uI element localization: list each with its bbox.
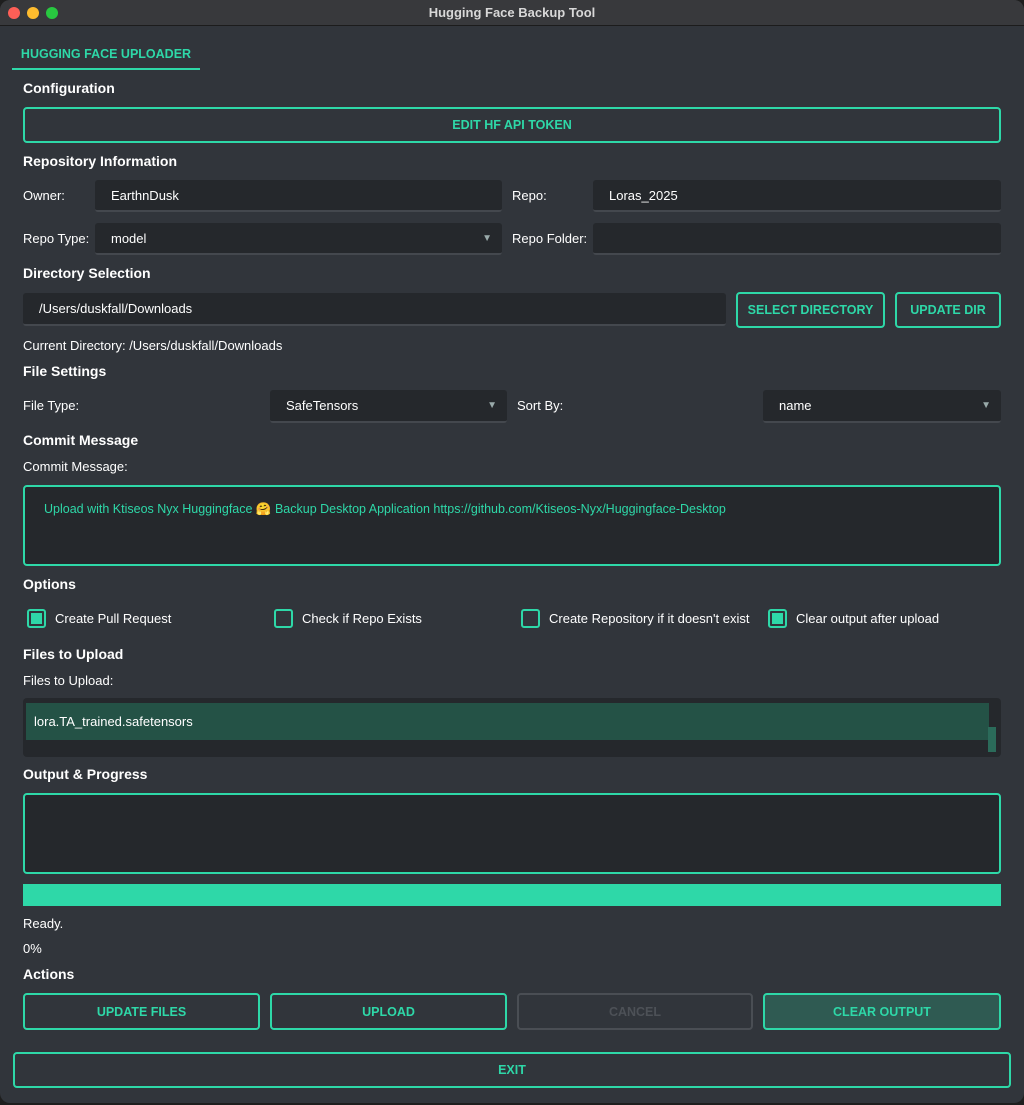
commit-message-textarea[interactable]: Upload with Ktiseos Nyx Huggingface 🤗 Ba… [23,485,1001,566]
sort-by-select[interactable]: name ▼ [763,390,1001,423]
list-item[interactable]: lora.TA_trained.safetensors [26,703,989,740]
checkbox-label: Create Repository if it doesn't exist [549,611,750,626]
actions-heading: Actions [23,966,75,982]
directory-input[interactable]: /Users/duskfall/Downloads [23,293,726,326]
check-repo-exists-checkbox[interactable]: Check if Repo Exists [274,609,422,628]
configuration-heading: Configuration [23,80,115,96]
upload-button[interactable]: UPLOAD [270,993,507,1030]
progress-percent: 0% [23,941,42,956]
checkbox-unchecked-icon [521,609,540,628]
progress-bar [23,884,1001,906]
owner-label: Owner: [23,188,65,203]
update-dir-button[interactable]: UPDATE DIR [895,292,1001,328]
sort-by-value: name [779,398,812,413]
output-heading: Output & Progress [23,766,148,782]
repo-folder-label: Repo Folder: [512,231,588,246]
repository-heading: Repository Information [23,153,178,169]
scrollbar[interactable] [988,727,996,752]
cancel-button[interactable]: CANCEL [517,993,753,1030]
chevron-down-icon: ▼ [482,232,492,244]
owner-input[interactable]: EarthnDusk [95,180,502,212]
directory-heading: Directory Selection [23,265,151,281]
clear-output-button[interactable]: CLEAR OUTPUT [763,993,1001,1030]
file-settings-heading: File Settings [23,363,107,379]
repo-type-select[interactable]: model ▼ [95,223,502,255]
repo-label: Repo: [512,188,547,203]
file-type-label: File Type: [23,398,80,413]
status-text: Ready. [23,916,64,931]
window-title: Hugging Face Backup Tool [428,5,596,20]
commit-heading: Commit Message [23,432,139,448]
checkbox-checked-icon [27,609,46,628]
commit-label: Commit Message: [23,459,128,474]
checkbox-label: Check if Repo Exists [302,611,422,626]
repo-input[interactable]: Loras_2025 [593,180,1001,212]
create-repository-checkbox[interactable]: Create Repository if it doesn't exist [521,609,749,628]
files-list[interactable]: lora.TA_trained.safetensors [23,698,1001,757]
repo-folder-input[interactable] [593,223,1001,255]
edit-token-button[interactable]: EDIT HF API TOKEN [23,107,1001,143]
create-pull-request-checkbox[interactable]: Create Pull Request [27,609,171,628]
chevron-down-icon: ▼ [487,400,497,411]
update-files-button[interactable]: UPDATE FILES [23,993,260,1030]
exit-button[interactable]: EXIT [13,1052,1011,1088]
checkbox-unchecked-icon [274,609,293,628]
sort-by-label: Sort By: [517,398,564,413]
title-bar: Hugging Face Backup Tool [0,0,1024,26]
repo-type-label: Repo Type: [23,231,90,246]
repo-type-value: model [111,230,147,246]
output-textarea[interactable] [23,793,1001,874]
options-heading: Options [23,576,76,592]
chevron-down-icon: ▼ [981,400,991,411]
files-label: Files to Upload: [23,673,114,688]
tab-uploader[interactable]: HUGGING FACE UPLOADER [12,40,200,70]
maximize-icon[interactable] [46,7,58,19]
select-directory-button[interactable]: SELECT DIRECTORY [736,292,885,328]
checkbox-checked-icon [768,609,787,628]
tab-label: HUGGING FACE UPLOADER [20,47,192,61]
minimize-icon[interactable] [27,7,39,19]
clear-output-after-upload-checkbox[interactable]: Clear output after upload [768,609,939,628]
file-type-value: SafeTensors [286,398,359,413]
close-icon[interactable] [8,7,20,19]
file-type-select[interactable]: SafeTensors ▼ [270,390,507,423]
files-heading: Files to Upload [23,646,124,662]
checkbox-label: Create Pull Request [55,611,172,626]
checkbox-label: Clear output after upload [796,611,940,626]
current-directory: Current Directory: /Users/duskfall/Downl… [23,338,283,353]
